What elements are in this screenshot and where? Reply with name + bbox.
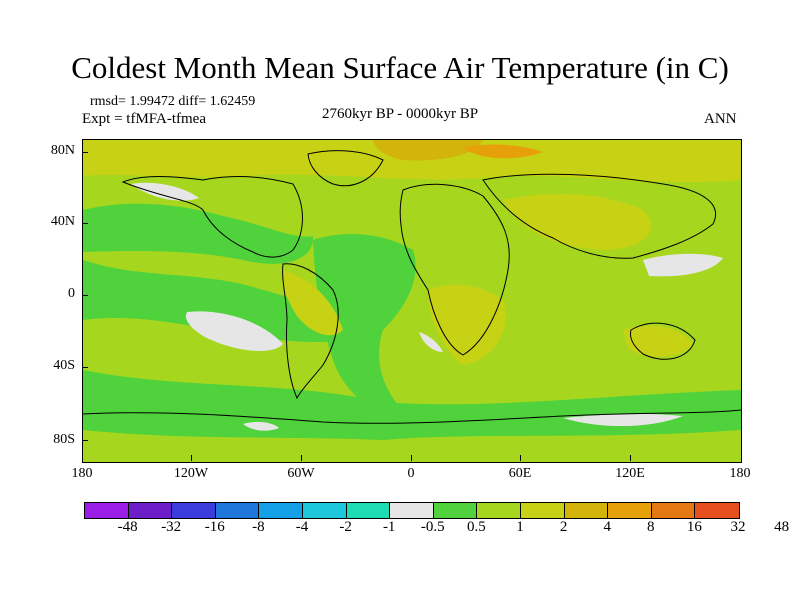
colorbar-swatch-13	[651, 503, 696, 518]
xtick-mark-120w	[191, 455, 192, 461]
coast-greenland	[307, 150, 384, 187]
region-arctic-warm	[83, 140, 741, 183]
region-southern-ocean	[83, 370, 741, 440]
colorbar-label-6: -1	[382, 519, 396, 535]
patch-gulf-guinea	[419, 332, 443, 352]
colorbar-label-11: 4	[603, 519, 611, 535]
region-arctic-hot	[373, 140, 483, 161]
region-africa	[428, 284, 506, 365]
colorbar-label-13: 16	[686, 519, 702, 535]
colorbar-label-7: -0.5	[420, 519, 445, 535]
colorbar-label-8: 0.5	[467, 519, 486, 535]
xtick-180w: 180	[71, 466, 93, 481]
statistics-label: rmsd= 1.99472 diff= 1.62459	[90, 94, 256, 109]
region-tropical-pacific	[83, 260, 343, 342]
xtick-120w: 120W	[173, 466, 209, 481]
patch-antarctic	[563, 413, 683, 427]
colorbar-swatch-4	[259, 503, 303, 518]
ytick-40s: 40S	[53, 358, 75, 373]
coast-north-america	[121, 176, 303, 258]
colorbar-label-10: 2	[559, 519, 568, 535]
xtick-mark-60e	[520, 455, 521, 461]
coast-antarctica	[83, 409, 741, 424]
coastlines	[83, 150, 741, 424]
ytick-0: 0	[68, 286, 75, 301]
colorbar-label-0: -48	[117, 519, 138, 535]
region-asia	[503, 194, 651, 250]
colorbar-label-1: -32	[161, 519, 182, 535]
map-svg	[83, 140, 741, 462]
season-label: ANN	[704, 111, 737, 127]
coast-south-america	[282, 263, 339, 400]
colorbar-label-9: 1	[516, 519, 524, 535]
coast-africa-europe	[399, 183, 510, 356]
xtick-60e: 60E	[508, 466, 532, 481]
ytick-mark-80n	[82, 152, 88, 153]
patch-antarctic-west	[243, 421, 279, 431]
ytick-mark-80s	[82, 440, 88, 441]
temperature-map[interactable]	[82, 139, 742, 463]
period-label: 2760kyr BP - 0000kyr BP	[322, 106, 479, 122]
ytick-mark-0	[82, 295, 88, 296]
ytick-80s: 80S	[53, 432, 75, 447]
patch-south-pacific	[185, 311, 283, 351]
colorbar-label-14: 32	[730, 519, 746, 535]
colorbar-swatch-6	[346, 503, 391, 518]
region-australia	[623, 325, 693, 357]
colorbar-swatch-5	[302, 503, 347, 518]
coast-australia	[630, 322, 696, 360]
experiment-label: Expt = tfMFA-tfmea	[82, 111, 206, 127]
ytick-80n: 80N	[50, 143, 75, 158]
plot-title: Coldest Month Mean Surface Air Temperatu…	[71, 50, 729, 85]
patch-west-pacific	[643, 253, 723, 277]
xtick-180e: 180	[729, 466, 751, 481]
xtick-mark-60w	[301, 455, 302, 461]
xtick-0: 0	[407, 466, 415, 481]
colorbar-swatch-7	[390, 503, 434, 518]
region-south-america	[282, 270, 343, 336]
patch-bering	[131, 182, 199, 201]
colorbar-swatch-1	[128, 503, 173, 518]
colorbar-swatch-9	[477, 503, 521, 518]
xtick-60w: 60W	[287, 466, 315, 481]
colorbar-swatch-14	[695, 503, 739, 518]
region-north-pacific	[83, 203, 314, 264]
colorbar-swatch-12	[608, 503, 652, 518]
ytick-mark-40n	[82, 223, 88, 224]
colorbar-label-4: -4	[295, 519, 309, 535]
colorbar-swatch-8	[433, 503, 478, 518]
colorbar-swatch-10	[520, 503, 565, 518]
colorbar-swatch-0	[85, 503, 129, 518]
coast-asia	[482, 173, 716, 259]
xtick-mark-120e	[630, 455, 631, 461]
colorbar-swatch-2	[172, 503, 216, 518]
colorbar-label-3: -8	[252, 519, 265, 535]
colorbar-label-12: 8	[647, 519, 655, 535]
colorbar	[84, 502, 740, 519]
colorbar-label-15: 48	[774, 519, 790, 535]
colorbar-swatch-11	[564, 503, 609, 518]
xtick-120e: 120E	[615, 466, 645, 481]
region-greenland-hot	[463, 144, 543, 159]
colorbar-label-5: -2	[339, 519, 352, 535]
colorbar-label-2: -16	[204, 519, 225, 535]
ytick-mark-40s	[82, 367, 88, 368]
ytick-40n: 40N	[50, 214, 75, 229]
colorbar-swatch-3	[215, 503, 260, 518]
region-atlantic	[313, 234, 416, 412]
xtick-mark-0	[411, 455, 412, 461]
